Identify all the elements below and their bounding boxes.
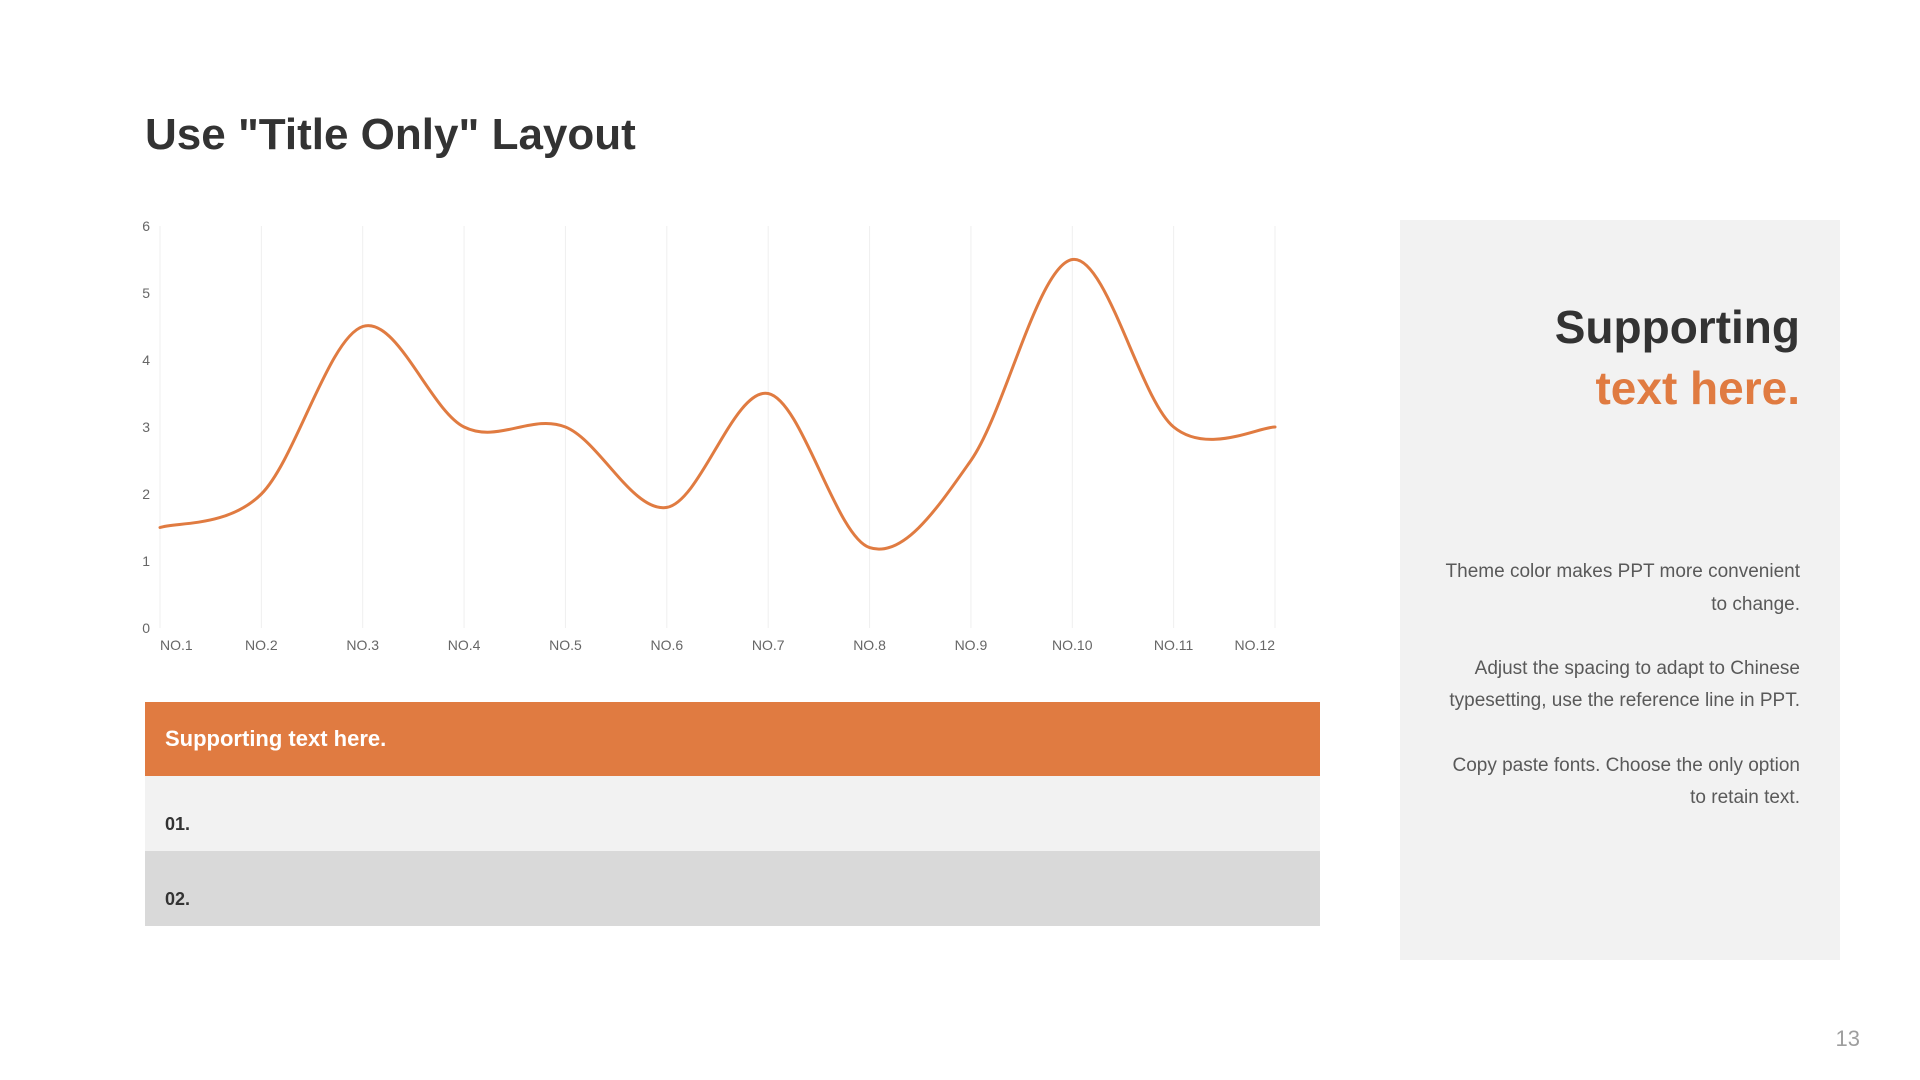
table-header: Supporting text here.: [145, 702, 1320, 776]
svg-text:NO.3: NO.3: [346, 637, 379, 653]
svg-text:NO.10: NO.10: [1052, 637, 1093, 653]
svg-text:5: 5: [142, 285, 150, 301]
side-panel: Supporting text here. Theme color makes …: [1400, 220, 1840, 960]
svg-text:NO.1: NO.1: [160, 637, 193, 653]
slide-title: Use "Title Only" Layout: [145, 110, 636, 160]
side-heading-line2: text here.: [1440, 361, 1800, 416]
chart-svg: 0 1 2 3 4 5 6 NO.1 NO.2 NO.3 NO.4 NO.5 NO.6 NO.7 NO.8 N…: [120, 218, 1285, 658]
svg-text:NO.2: NO.2: [245, 637, 278, 653]
svg-text:NO.5: NO.5: [549, 637, 582, 653]
svg-text:NO.12: NO.12: [1235, 637, 1276, 653]
supporting-table: Supporting text here. 01. 02.: [145, 702, 1320, 926]
svg-text:NO.8: NO.8: [853, 637, 886, 653]
side-paragraph: Copy paste fonts. Choose the only option…: [1440, 750, 1800, 815]
svg-text:0: 0: [142, 620, 150, 636]
svg-text:NO.11: NO.11: [1154, 637, 1194, 653]
svg-text:NO.9: NO.9: [955, 637, 988, 653]
svg-text:4: 4: [142, 352, 150, 368]
side-paragraph: Theme color makes PPT more convenient to…: [1440, 556, 1800, 621]
svg-text:6: 6: [142, 218, 150, 234]
svg-text:3: 3: [142, 419, 150, 435]
svg-text:NO.6: NO.6: [650, 637, 683, 653]
side-body: Theme color makes PPT more convenient to…: [1440, 556, 1800, 814]
svg-text:1: 1: [142, 553, 150, 569]
svg-text:2: 2: [142, 486, 150, 502]
side-heading-line1: Supporting: [1440, 300, 1800, 355]
svg-text:NO.7: NO.7: [752, 637, 785, 653]
page-number: 13: [1836, 1026, 1860, 1052]
table-row: 01.: [145, 776, 1320, 851]
line-chart: 0 1 2 3 4 5 6 NO.1 NO.2 NO.3 NO.4 NO.5 NO.6 NO.7 NO.8 N…: [120, 218, 1285, 658]
side-paragraph: Adjust the spacing to adapt to Chinese t…: [1440, 653, 1800, 718]
table-row: 02.: [145, 851, 1320, 926]
slide: Use "Title Only" Layout 0 1 2 3 4 5 6 NO.1 NO.2 N…: [0, 0, 1920, 1080]
svg-text:NO.4: NO.4: [448, 637, 481, 653]
